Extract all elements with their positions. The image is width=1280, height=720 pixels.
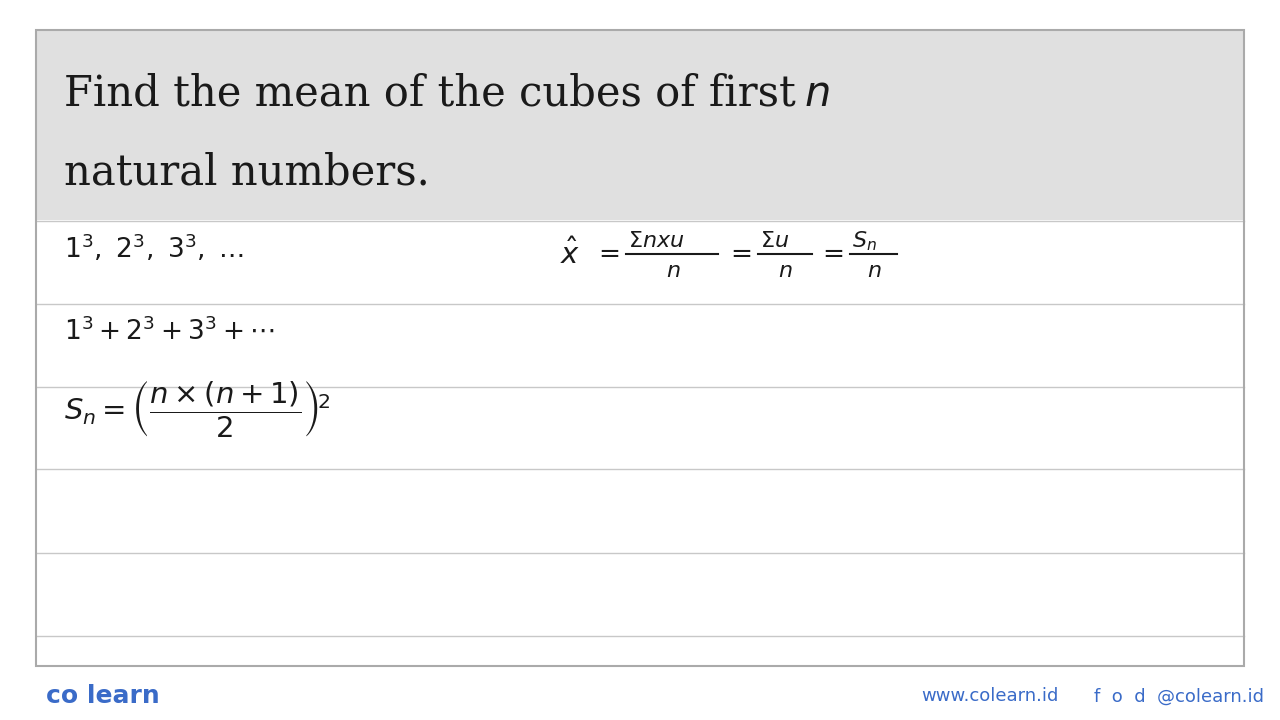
Text: $\Sigma u$: $\Sigma u$: [760, 230, 790, 252]
Text: $n$: $n$: [867, 260, 882, 282]
Text: www.colearn.id: www.colearn.id: [922, 687, 1059, 706]
Text: $n$: $n$: [804, 73, 829, 114]
Text: co learn: co learn: [46, 684, 160, 708]
Text: =: =: [598, 242, 620, 266]
Text: Find the mean of the cubes of first: Find the mean of the cubes of first: [64, 73, 809, 114]
Text: $\Sigma nx u$: $\Sigma nx u$: [628, 230, 685, 252]
Text: $S_n = \left(\dfrac{n \times (n+1)}{2}\right)^{\!2}$: $S_n = \left(\dfrac{n \times (n+1)}{2}\r…: [64, 380, 330, 441]
Text: =: =: [822, 242, 844, 266]
Text: $1^3 + 2^3 + 3^3 + \cdots$: $1^3 + 2^3 + 3^3 + \cdots$: [64, 317, 275, 346]
Text: $n$: $n$: [778, 260, 792, 282]
Text: $S_n$: $S_n$: [852, 230, 877, 253]
Text: f  o  d  @colearn.id: f o d @colearn.id: [1094, 687, 1265, 706]
Text: natural numbers.: natural numbers.: [64, 152, 430, 194]
Text: $1^3,\ 2^3,\ 3^3,\ \ldots$: $1^3,\ 2^3,\ 3^3,\ \ldots$: [64, 231, 244, 263]
Text: $\hat{x}$: $\hat{x}$: [561, 238, 580, 270]
Text: =: =: [730, 242, 753, 266]
Text: $n$: $n$: [666, 260, 681, 282]
Polygon shape: [36, 30, 1244, 220]
